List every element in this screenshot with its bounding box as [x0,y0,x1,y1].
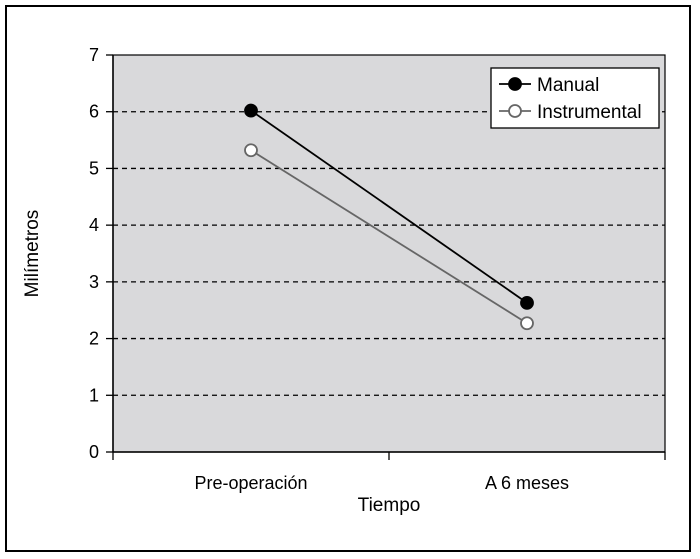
y-tick-label: 6 [89,102,99,122]
series-line [250,149,528,325]
y-tick-label: 3 [89,272,99,292]
legend-label: Manual [537,75,599,96]
y-axis-title: Milímetros [22,210,43,298]
y-tick-label: 0 [89,442,99,462]
y-tick-label: 7 [89,45,99,65]
data-point [520,316,534,331]
legend: Manual Instrumental [490,67,660,129]
y-tick-label: 5 [89,158,99,178]
x-axis-title: Tiempo [358,495,421,516]
axes: 0 1 2 3 4 5 6 7 Pre-operación A 6 meses [89,45,666,493]
legend-label: Instrumental [537,102,642,123]
legend-marker [508,104,522,118]
y-tick-label: 1 [89,385,99,405]
data-point [520,295,534,310]
series-line [250,109,528,304]
legend-box [490,67,660,129]
data-point [244,143,258,158]
legend-marker [508,77,522,91]
x-tick-label: Pre-operación [194,473,307,493]
y-tick-label: 2 [89,329,99,349]
data-point [244,103,258,118]
series-lines [244,103,534,331]
x-tick-label: A 6 meses [485,473,569,493]
y-tick-label: 4 [89,215,99,235]
